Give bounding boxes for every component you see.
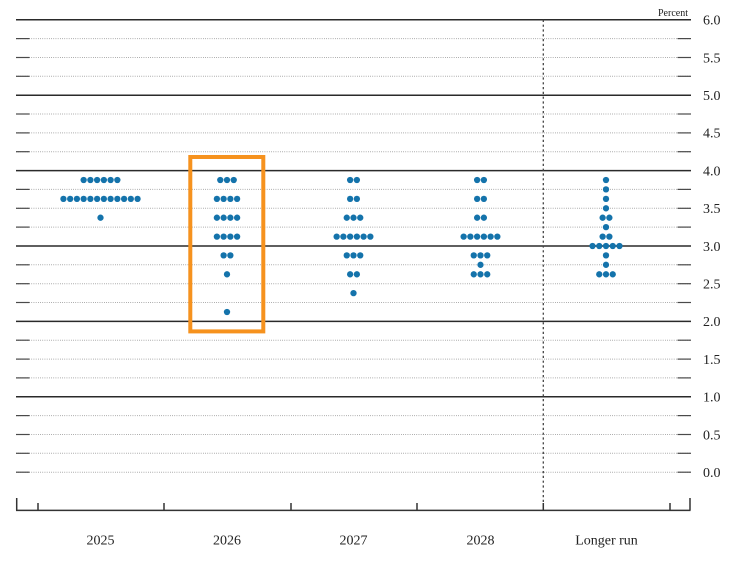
svg-text:Longer run: Longer run (575, 534, 638, 549)
svg-text:0.0: 0.0 (703, 466, 721, 481)
svg-text:Percent: Percent (658, 8, 688, 19)
svg-text:1.0: 1.0 (703, 391, 721, 406)
svg-text:4.5: 4.5 (703, 127, 721, 142)
svg-text:5.5: 5.5 (703, 51, 721, 66)
svg-text:2025: 2025 (87, 534, 115, 549)
svg-text:2027: 2027 (340, 534, 368, 549)
svg-text:0.5: 0.5 (703, 428, 721, 443)
svg-text:5.0: 5.0 (703, 89, 721, 104)
svg-text:1.5: 1.5 (703, 353, 721, 368)
svg-text:2.0: 2.0 (703, 315, 721, 330)
svg-text:2.5: 2.5 (703, 278, 721, 293)
svg-text:2028: 2028 (467, 534, 495, 549)
svg-text:2026: 2026 (213, 534, 241, 549)
svg-text:3.5: 3.5 (703, 202, 721, 217)
svg-text:3.0: 3.0 (703, 240, 721, 255)
svg-text:6.0: 6.0 (703, 14, 721, 29)
svg-text:4.0: 4.0 (703, 164, 721, 179)
